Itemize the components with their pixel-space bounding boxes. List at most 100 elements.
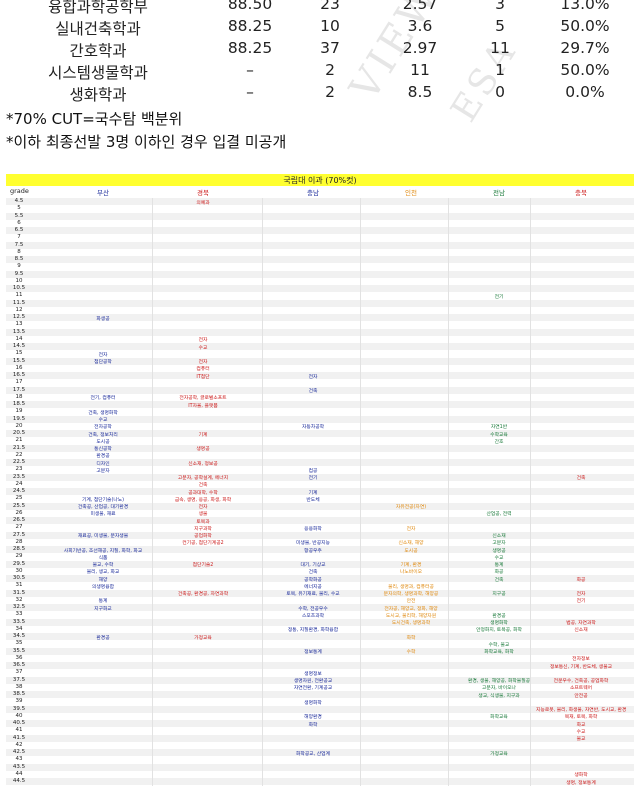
- department-entry: 지구화교: [94, 606, 112, 612]
- department-entry: 생명, 정보통계: [566, 780, 596, 786]
- row-band: [6, 546, 634, 554]
- grade-level-label: 19.5: [12, 415, 26, 422]
- department-entry: 컨기공, 첨단기계공2: [182, 541, 224, 547]
- row-band: [6, 647, 634, 655]
- grade-level-label: 39: [15, 698, 23, 705]
- department-entry: 신소재, 정보공: [188, 461, 218, 467]
- table-cell: 50.0%: [560, 17, 610, 35]
- national-university-science-chart: 국립대 이과 (70%컷) grade 부산 경북 충남 인천 전남 충북 4.5 5 5.5 6…: [6, 174, 634, 786]
- row-band: [6, 604, 634, 612]
- department-entry: 화학: [308, 722, 318, 728]
- grade-level-label: 42: [15, 741, 23, 748]
- grade-level-label: 21: [15, 437, 23, 444]
- department-name: 시스템생물학과: [48, 64, 148, 82]
- table-cell: 11: [410, 61, 430, 79]
- grade-level-label: 37.5: [12, 676, 26, 683]
- department-entry: 기계: [198, 432, 208, 438]
- grade-level-label: 14: [15, 335, 23, 342]
- grade-level-label: 44: [15, 770, 23, 777]
- grade-level-label: 4.5: [14, 198, 24, 204]
- grade-level-label: 8: [17, 248, 21, 255]
- column-divider: [448, 198, 449, 786]
- row-band: [6, 270, 634, 278]
- grade-column-header: grade: [10, 187, 29, 195]
- department-entry: 전자: [198, 338, 208, 344]
- grade-level-label: 25: [15, 495, 23, 502]
- region-header: 충북: [575, 189, 587, 197]
- department-entry: 전자: [406, 526, 416, 532]
- table-cell: 2: [325, 61, 335, 79]
- department-entry: 도시공: [404, 548, 418, 554]
- department-entry: 수학, 전공우수: [298, 606, 328, 612]
- grade-level-label: 8.5: [14, 256, 24, 262]
- grade-level-label: 23.5: [12, 473, 26, 480]
- department-entry: 생명공: [196, 447, 210, 452]
- grade-level-label: 31: [15, 582, 23, 589]
- department-entry: 건축, 정보처리: [88, 432, 118, 438]
- column-divider: [360, 198, 361, 786]
- table-note: *70% CUT=국수탐 백분위: [6, 110, 183, 128]
- table-row: 간호학과 88.25 37 2.97 11 29.7%: [0, 39, 640, 61]
- grade-level-label: 40: [15, 712, 23, 719]
- grade-level-label: 35.5: [12, 647, 26, 654]
- grade-level-label: 10.5: [12, 285, 26, 291]
- grade-level-label: 27.5: [12, 531, 26, 538]
- grade-level-label: 43.5: [12, 763, 26, 770]
- department-entry: 전문우수, 건축공, 공업화학: [553, 679, 609, 684]
- table-cell: 2.97: [402, 39, 438, 57]
- department-entry: 전자: [308, 374, 318, 380]
- department-entry: 생명화학: [490, 621, 508, 626]
- grade-level-label: 13.5: [12, 328, 26, 335]
- grade-level-label: 39.5: [12, 705, 26, 712]
- row-band: [6, 401, 634, 409]
- department-entry: 정보통신, 기계, 반도체, 생물교: [549, 664, 613, 670]
- table-row: 융합과학공학부 88.50 23 2.57 3 13.0%: [0, 0, 640, 17]
- department-entry: 고분자, 바이오나: [482, 686, 516, 692]
- grade-level-label: 21.5: [12, 444, 26, 451]
- grade-level-label: 22: [15, 451, 23, 458]
- department-entry: 분자의학, 생명과학, 해양공: [383, 592, 439, 597]
- department-entry: 건축: [576, 476, 586, 481]
- grade-level-label: 28: [15, 538, 23, 545]
- table-cell: 50.0%: [560, 61, 610, 79]
- grade-level-label: 43: [15, 756, 23, 763]
- row-band: [6, 691, 634, 699]
- grade-level-label: 26.5: [12, 517, 26, 523]
- row-band: [6, 676, 634, 684]
- admission-results-table: VIEW ESA 융합과학공학부 88.50 23 2.57 3 13.0% 실내건축학과 8…: [0, 0, 640, 152]
- grade-level-label: 34: [15, 625, 23, 632]
- region-header: 인천: [405, 189, 417, 197]
- table-cell: 2: [325, 83, 335, 101]
- department-entry: 간호: [494, 439, 504, 445]
- department-entry: 화공: [494, 570, 504, 576]
- department-entry: 건축: [198, 483, 208, 489]
- row-band: [6, 459, 634, 467]
- row-band: [6, 241, 634, 249]
- department-entry: 화생공: [96, 316, 110, 322]
- grade-level-label: 17: [15, 379, 23, 386]
- table-cell: 11: [490, 39, 510, 57]
- department-entry: 대기, 기상교: [300, 563, 326, 568]
- row-band: [6, 778, 634, 786]
- department-entry: 에너지공: [304, 584, 322, 590]
- department-entry: 도시공: [96, 439, 110, 445]
- grade-level-label: 15.5: [12, 357, 26, 364]
- row-band: [6, 444, 634, 452]
- row-band: [6, 357, 634, 365]
- department-entry: 건축: [308, 570, 318, 576]
- department-entry: 환경공: [96, 635, 110, 641]
- grade-level-label: 32.5: [12, 604, 26, 610]
- department-entry: 수학: [406, 650, 416, 655]
- department-entry: 전자: [198, 505, 208, 510]
- department-entry: 수교: [494, 555, 504, 561]
- grade-level-label: 30: [15, 567, 23, 574]
- row-band: [6, 575, 634, 583]
- department-entry: 환경공: [96, 454, 110, 460]
- row-band: [6, 314, 634, 322]
- row-band: [6, 749, 634, 757]
- department-entry: 전기: [576, 599, 586, 605]
- department-entry: 전자공학: [94, 425, 112, 431]
- department-entry: 생교, 식생물, 지구과: [478, 693, 520, 699]
- grade-level-label: 20.5: [12, 430, 26, 436]
- department-entry: 기계: [308, 490, 318, 496]
